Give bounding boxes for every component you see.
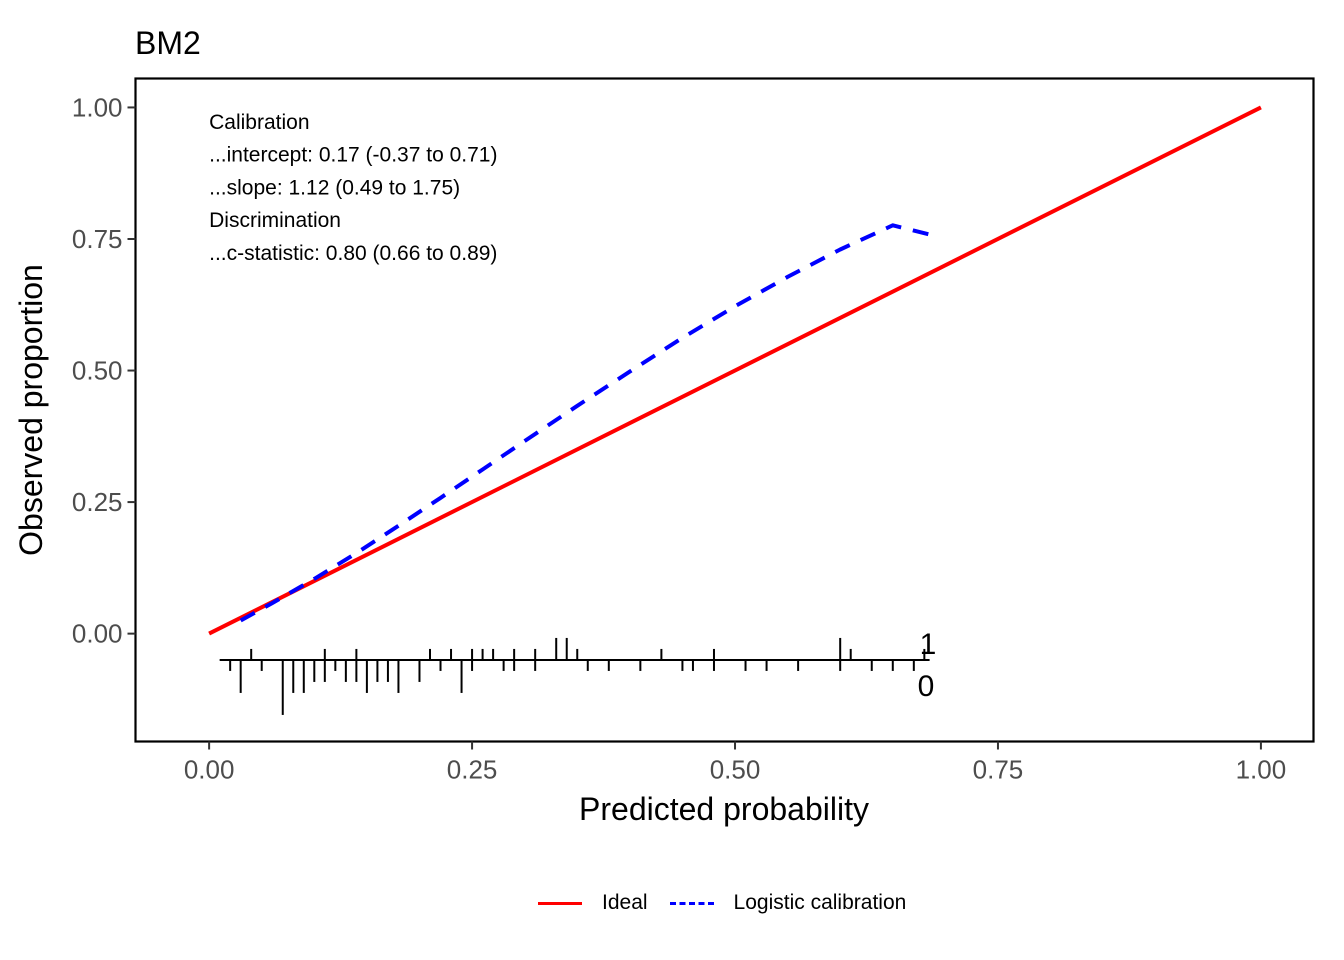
x-tick-label: 0.00 (184, 755, 235, 785)
x-tick-label: 0.25 (447, 755, 498, 785)
y-tick-label: 0.25 (72, 487, 123, 517)
x-tick-label: 0.75 (973, 755, 1024, 785)
y-tick-label: 0.00 (72, 619, 123, 649)
plot-contents: 1 0 Calibration ...intercept: 0.17 (-0.37 t… (208, 105, 1262, 715)
legend: Ideal Logistic calibration (536, 888, 926, 918)
plot-panel-border (134, 77, 1315, 743)
ideal-line (208, 105, 1262, 636)
x-axis-label: Predicted probability (579, 791, 869, 827)
annotation-line: ...slope: 1.12 (0.49 to 1.75) (209, 176, 460, 199)
legend-key-ideal (536, 888, 584, 918)
annotation-line: ...intercept: 0.17 (-0.37 to 0.71) (209, 144, 497, 167)
annotation-line: Discrimination (209, 209, 341, 232)
legend-key-logistic-calibration (668, 888, 716, 918)
y-tick-label: 0.50 (72, 356, 123, 386)
x-tick-label: 1.00 (1236, 755, 1287, 785)
annotation-line: Calibration (209, 111, 309, 134)
y-tick-label: 1.00 (72, 92, 123, 122)
legend-label-ideal: Ideal (602, 891, 648, 914)
logistic-calibration-line (239, 223, 936, 623)
x-axis: 0.00 0.25 0.50 0.75 1.00 (184, 741, 1287, 785)
y-axis: 0.00 0.25 0.50 0.75 1.00 (72, 92, 136, 649)
chart-title: BM2 (135, 25, 201, 61)
rug-label-nonevents: 0 (918, 670, 935, 703)
y-tick-label: 0.75 (72, 224, 123, 254)
x-tick-label: 0.50 (710, 755, 761, 785)
y-axis-label: Observed proportion (13, 264, 49, 556)
legend-label-logistic-calibration: Logistic calibration (733, 891, 907, 914)
rug-label-events: 1 (920, 628, 937, 661)
annotation-line: ...c-statistic: 0.80 (0.66 to 0.89) (209, 242, 497, 265)
